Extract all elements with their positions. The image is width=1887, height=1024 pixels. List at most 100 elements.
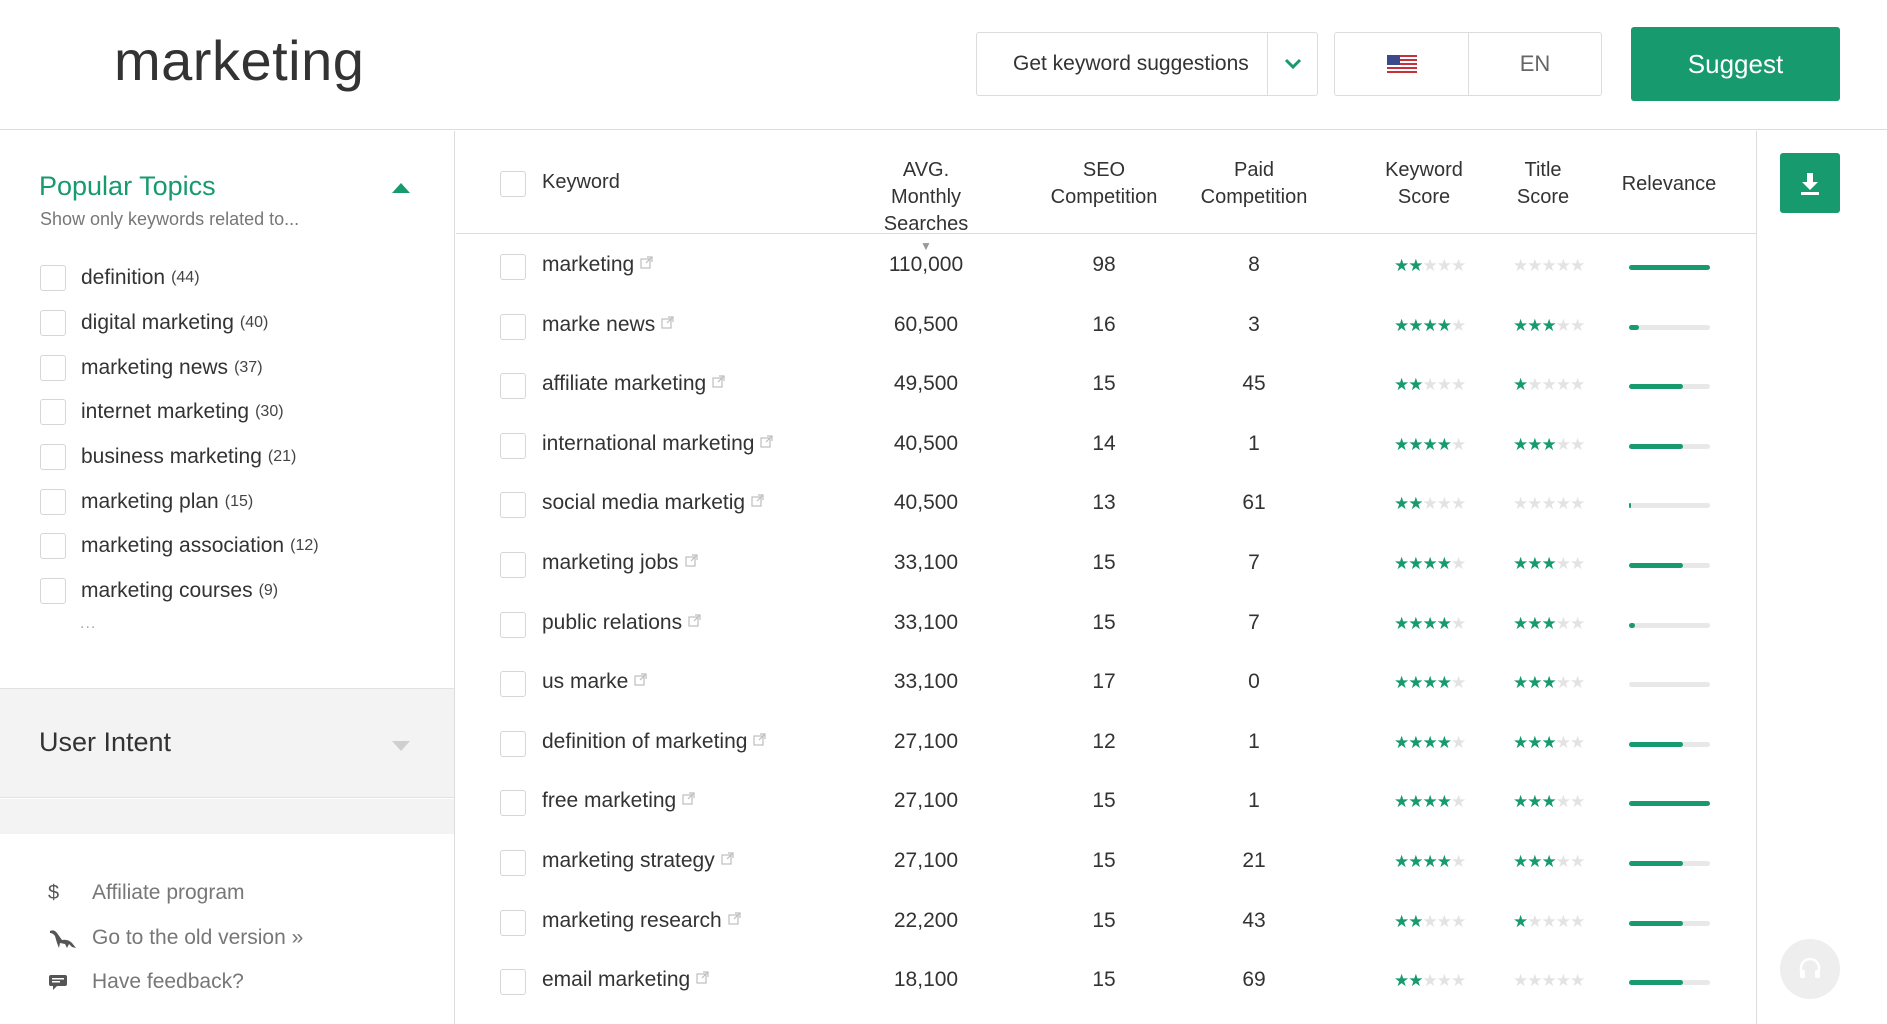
external-link-icon[interactable] [753,728,767,752]
keyword-cell[interactable]: marketing jobs [542,551,698,575]
keyword-text[interactable]: affiliate marketing [542,372,707,396]
keyword-cell[interactable]: email marketing [542,968,709,992]
topic-checkbox[interactable] [40,533,66,560]
table-row[interactable]: international marketing 40,500 14 1 ★★★★★ ★★★… [456,421,1756,481]
download-button[interactable] [1780,153,1840,213]
expand-arrow-icon[interactable] [392,741,410,751]
topic-item[interactable]: internet marketing (30) [40,390,319,435]
external-link-icon[interactable] [728,907,741,931]
external-link-icon[interactable] [751,489,764,513]
column-keyword[interactable]: Keyword [542,171,620,193]
table-row[interactable]: marke news 60,500 16 3 ★★★★★ ★★★★★ [456,302,1756,362]
topic-checkbox[interactable] [40,265,66,292]
us-flag-icon[interactable] [1335,33,1469,95]
keyword-cell[interactable]: marketing strategy [542,849,734,873]
keyword-cell[interactable]: free marketing [542,789,695,813]
external-link-icon[interactable] [696,966,709,990]
table-row[interactable]: marketing 110,000 98 8 ★★★★★ ★★★★★ [456,242,1756,302]
table-row[interactable]: free marketing 27,100 15 1 ★★★★★ ★★★★★ [456,778,1756,838]
table-row[interactable]: us marke 33,100 17 0 ★★★★★ ★★★★★ [456,659,1756,719]
topic-item[interactable]: digital marketing (40) [40,301,319,346]
keyword-text[interactable]: marketing [542,253,635,276]
table-row[interactable]: public relations 33,100 15 7 ★★★★★ ★★★★★ [456,600,1756,660]
column-paid-competition[interactable]: Paid Competition [1189,157,1319,211]
keyword-cell[interactable]: affiliate marketing [542,372,725,396]
table-row[interactable]: social media marketig 40,500 13 61 ★★★★★ ★★★★… [456,480,1756,540]
keyword-text[interactable]: us marke [542,670,629,694]
keyword-text[interactable]: public relations [542,610,683,634]
keyword-text[interactable]: marketing research [542,908,722,932]
row-checkbox[interactable] [500,850,526,876]
external-link-icon[interactable] [640,251,653,275]
keyword-text[interactable]: marke news [542,312,656,336]
keyword-cell[interactable]: us marke [542,670,647,694]
topic-checkbox[interactable] [40,354,66,381]
column-seo-competition[interactable]: SEO Competition [1044,157,1164,211]
keyword-text[interactable]: definition of marketing [542,729,748,753]
topic-checkbox[interactable] [40,488,66,515]
search-query[interactable]: marketing [114,29,365,92]
topic-checkbox[interactable] [40,578,66,605]
popular-topics-title[interactable]: Popular Topics [39,171,216,201]
external-link-icon[interactable] [682,787,695,811]
topic-checkbox[interactable] [40,444,66,471]
topic-item[interactable]: marketing courses (9) [40,569,319,614]
column-title-score[interactable]: Title Score [1503,157,1583,211]
support-chat-button[interactable] [1780,939,1840,999]
keyword-text[interactable]: social media marketig [542,491,746,515]
row-checkbox[interactable] [500,790,526,817]
keyword-cell[interactable]: marketing research [542,909,741,933]
keyword-text[interactable]: marketing strategy [542,849,715,872]
topic-checkbox[interactable] [40,399,66,426]
keyword-cell[interactable]: international marketing [542,430,774,456]
keyword-text[interactable]: free marketing [542,789,677,813]
user-intent-panel[interactable]: User Intent [0,688,454,798]
topic-checkbox[interactable] [40,310,66,337]
table-row[interactable]: affiliate marketing 49,500 15 45 ★★★★★ ★★★★★ [456,361,1756,421]
row-checkbox[interactable] [500,432,526,459]
column-keyword-score[interactable]: Keyword Score [1374,157,1474,211]
row-checkbox[interactable] [500,909,526,936]
select-all-checkbox[interactable] [500,171,526,197]
table-row[interactable]: marketing jobs 33,100 15 7 ★★★★★ ★★★★★ [456,540,1756,600]
external-link-icon[interactable] [634,668,647,692]
table-row[interactable]: marketing research 22,200 15 43 ★★★★★ ★★★★★ [456,898,1756,958]
external-link-icon[interactable] [712,370,725,394]
keyword-cell[interactable]: public relations [542,611,701,635]
keyword-text[interactable]: email marketing [542,968,691,992]
keyword-cell[interactable]: marke news [542,313,674,337]
row-checkbox[interactable] [500,373,526,400]
external-link-icon[interactable] [661,311,674,335]
affiliate-program-link[interactable]: $ Affiliate program [48,871,303,916]
table-row[interactable]: marketing strategy 27,100 15 21 ★★★★★ ★★★★★ [456,838,1756,898]
mode-select[interactable]: Get keyword suggestions [976,32,1318,96]
keyword-text[interactable]: marketing jobs [542,551,679,574]
topic-item[interactable]: marketing association (12) [40,524,319,569]
external-link-icon[interactable] [721,847,734,871]
topic-item[interactable]: marketing plan (15) [40,479,319,524]
language-select[interactable]: EN [1519,51,1551,76]
topic-item[interactable]: definition (44) [40,256,319,301]
row-checkbox[interactable] [500,671,526,698]
keyword-cell[interactable]: definition of marketing [542,728,767,754]
column-avg-monthly-searches[interactable]: AVG. Monthly Searches ▼ [846,157,1006,252]
topic-item[interactable]: marketing news (37) [40,345,319,390]
external-link-icon[interactable] [684,549,698,573]
table-row[interactable]: definition of marketing 27,100 12 1 ★★★★★ ★★★… [456,719,1756,779]
old-version-link[interactable]: Go to the old version » [48,916,303,961]
feedback-link[interactable]: Have feedback? [48,960,303,1005]
locale-select[interactable]: EN [1334,32,1602,96]
column-relevance[interactable]: Relevance [1621,173,1717,195]
suggest-button[interactable]: Suggest [1631,27,1840,101]
keyword-cell[interactable]: marketing [542,253,653,277]
chevron-down-icon[interactable] [1267,33,1317,95]
keyword-cell[interactable]: social media marketig [542,491,764,515]
external-link-icon[interactable] [688,609,701,633]
row-checkbox[interactable] [500,969,526,996]
collapse-arrow-icon[interactable] [392,183,410,193]
keyword-text[interactable]: international marketing [542,431,755,455]
table-row[interactable]: email marketing 18,100 15 69 ★★★★★ ★★★★★ [456,957,1756,1017]
row-checkbox[interactable] [500,611,526,638]
row-checkbox[interactable] [500,552,526,578]
external-link-icon[interactable] [760,430,774,454]
